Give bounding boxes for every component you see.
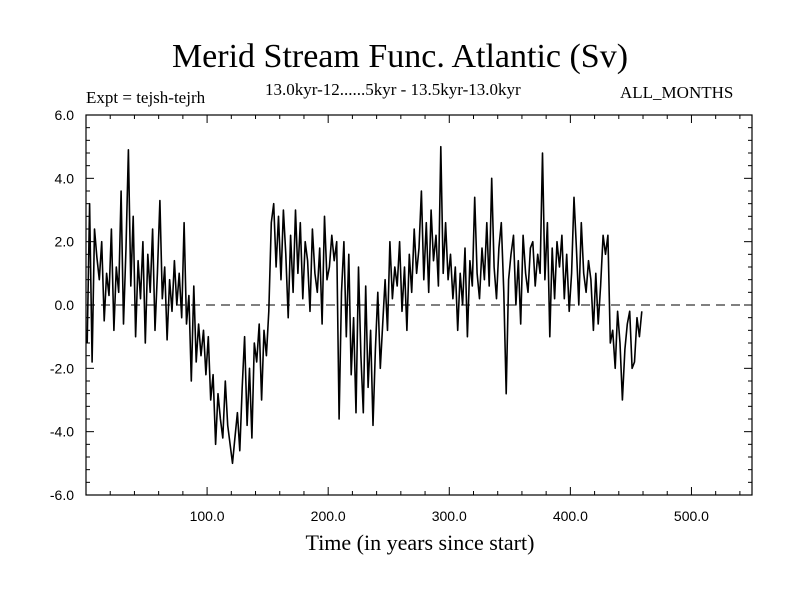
y-tick-label: 2.0 — [55, 234, 75, 250]
y-tick-label: -2.0 — [50, 360, 74, 376]
x-tick-label: 100.0 — [190, 508, 225, 524]
y-tick-label: 4.0 — [55, 170, 75, 186]
chart-subtitle: 13.0kyr-12......5kyr - 13.5kyr-13.0kyr — [265, 80, 521, 99]
x-tick-label: 400.0 — [553, 508, 588, 524]
y-tick-label: -4.0 — [50, 424, 74, 440]
x-tick-label: 200.0 — [311, 508, 346, 524]
y-tick-label: 0.0 — [55, 297, 75, 313]
x-tick-label: 500.0 — [674, 508, 709, 524]
x-axis-label: Time (in years since start) — [305, 530, 535, 555]
x-tick-label: 300.0 — [432, 508, 467, 524]
chart-title: Merid Stream Func. Atlantic (Sv) — [171, 38, 629, 75]
months-label: ALL_MONTHS — [620, 83, 734, 102]
y-tick-label: 6.0 — [55, 107, 75, 123]
y-tick-label: -6.0 — [50, 487, 74, 503]
experiment-label: Expt = tejsh-tejrh — [86, 88, 206, 107]
series-line — [86, 145, 643, 465]
